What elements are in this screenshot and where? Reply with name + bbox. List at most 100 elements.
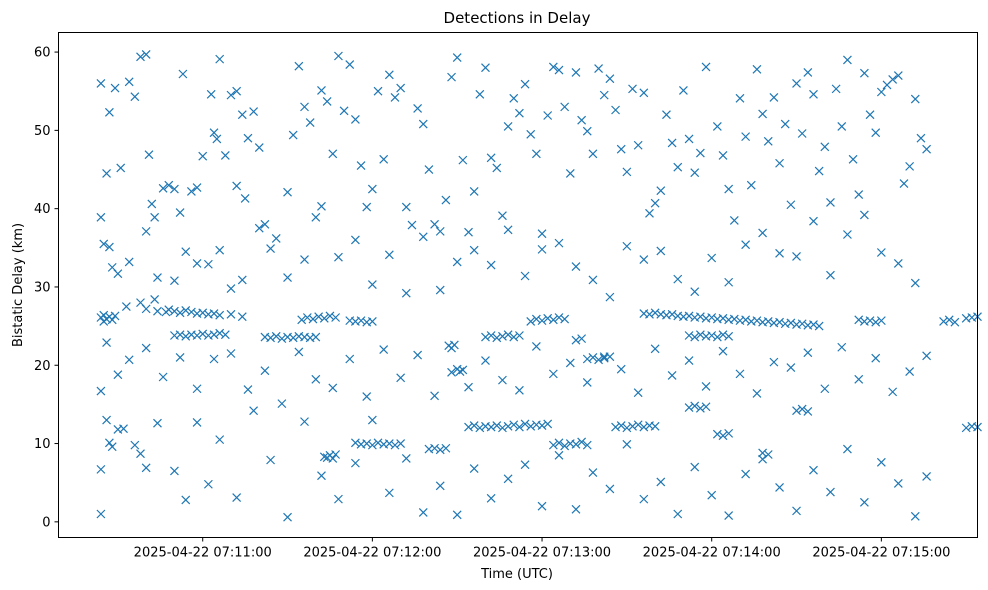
data-point-marker (582, 440, 592, 450)
data-point-marker (430, 391, 440, 401)
data-point-marker (537, 421, 547, 430)
data-point-marker (209, 128, 219, 138)
data-point-marker (859, 497, 869, 507)
data-point-marker (141, 463, 151, 473)
data-point-marker (599, 352, 609, 362)
data-point-marker (297, 315, 307, 325)
data-point-marker (99, 239, 109, 249)
data-point-marker (712, 122, 722, 131)
y-tick-label: 10 (34, 437, 51, 452)
data-point-marker (413, 350, 423, 360)
data-point-marker (814, 166, 824, 176)
data-point-marker (712, 429, 722, 439)
data-point-marker (826, 270, 835, 280)
data-point-marker (876, 87, 886, 97)
data-point-marker (684, 403, 694, 412)
data-point-marker (141, 226, 151, 236)
data-point-marker (498, 331, 507, 341)
data-point-marker (215, 328, 225, 338)
data-point-marker (345, 354, 355, 364)
data-point-marker (260, 219, 270, 229)
data-point-marker (865, 110, 875, 120)
data-point-marker (809, 216, 818, 226)
data-point-marker (701, 62, 711, 72)
data-point-marker (283, 512, 292, 522)
data-point-marker (237, 275, 247, 285)
data-point-marker (554, 450, 564, 460)
data-point-marker (797, 129, 807, 138)
data-point-marker (707, 313, 717, 322)
data-point-marker (96, 78, 106, 88)
data-point-marker (277, 399, 287, 409)
data-point-marker (441, 443, 451, 453)
y-tick-label: 60 (34, 46, 51, 61)
data-point-marker (582, 126, 592, 136)
data-point-marker (695, 148, 705, 158)
data-point-marker (367, 316, 377, 326)
data-point-marker (650, 344, 660, 354)
data-point-marker (220, 330, 230, 340)
data-point-marker (888, 75, 898, 84)
data-point-marker (492, 163, 502, 173)
data-point-marker (243, 385, 253, 394)
data-point-marker (729, 215, 739, 225)
data-point-marker (331, 313, 341, 322)
data-point-marker (367, 440, 377, 450)
data-point-marker (164, 180, 174, 190)
data-point-marker (820, 384, 830, 394)
data-point-marker (910, 94, 920, 104)
data-point-marker (384, 439, 394, 448)
data-point-marker (678, 86, 688, 95)
data-point-marker (571, 335, 581, 345)
data-point-marker (110, 311, 120, 321)
data-point-marker (96, 212, 106, 222)
data-point-marker (390, 93, 400, 102)
data-point-marker (96, 386, 106, 396)
data-point-marker (650, 198, 660, 208)
points-layer (96, 49, 982, 522)
data-point-marker (605, 484, 615, 494)
data-point-marker (707, 331, 717, 340)
data-point-marker (447, 72, 456, 82)
data-point-marker (390, 440, 400, 450)
data-point-marker (758, 109, 768, 119)
data-point-marker (192, 384, 202, 394)
data-point-marker (266, 455, 276, 465)
data-point-marker (175, 208, 185, 218)
data-point-marker (469, 464, 479, 474)
data-point-marker (449, 340, 459, 350)
data-point-marker (667, 138, 677, 148)
data-point-marker (300, 102, 309, 112)
data-point-marker (362, 392, 372, 401)
data-point-marker (418, 119, 428, 129)
data-point-marker (198, 308, 208, 318)
data-point-marker (622, 423, 632, 433)
data-point-marker (594, 64, 604, 73)
data-point-marker (475, 89, 485, 99)
data-point-marker (684, 356, 694, 365)
data-point-marker (481, 332, 490, 342)
data-point-marker (413, 104, 423, 113)
data-point-marker (277, 334, 287, 344)
data-point-marker (537, 229, 547, 239)
data-point-marker (667, 371, 677, 380)
data-point-marker (910, 511, 920, 521)
data-point-marker (498, 375, 507, 385)
data-point-marker (170, 276, 179, 286)
data-point-marker (401, 453, 411, 463)
data-point-marker (548, 62, 558, 72)
data-point-marker (633, 140, 643, 150)
data-point-marker (673, 509, 683, 519)
data-point-marker (809, 89, 818, 99)
data-point-marker (486, 153, 496, 163)
data-point-marker (119, 424, 128, 434)
data-point-marker (178, 69, 188, 79)
data-point-marker (735, 93, 745, 103)
data-point-marker (893, 71, 903, 80)
data-point-marker (99, 310, 109, 320)
y-tick-label: 50 (34, 124, 51, 139)
data-point-marker (588, 149, 598, 159)
data-point-marker (543, 313, 553, 323)
data-point-marker (582, 354, 592, 364)
data-point-marker (939, 316, 948, 326)
